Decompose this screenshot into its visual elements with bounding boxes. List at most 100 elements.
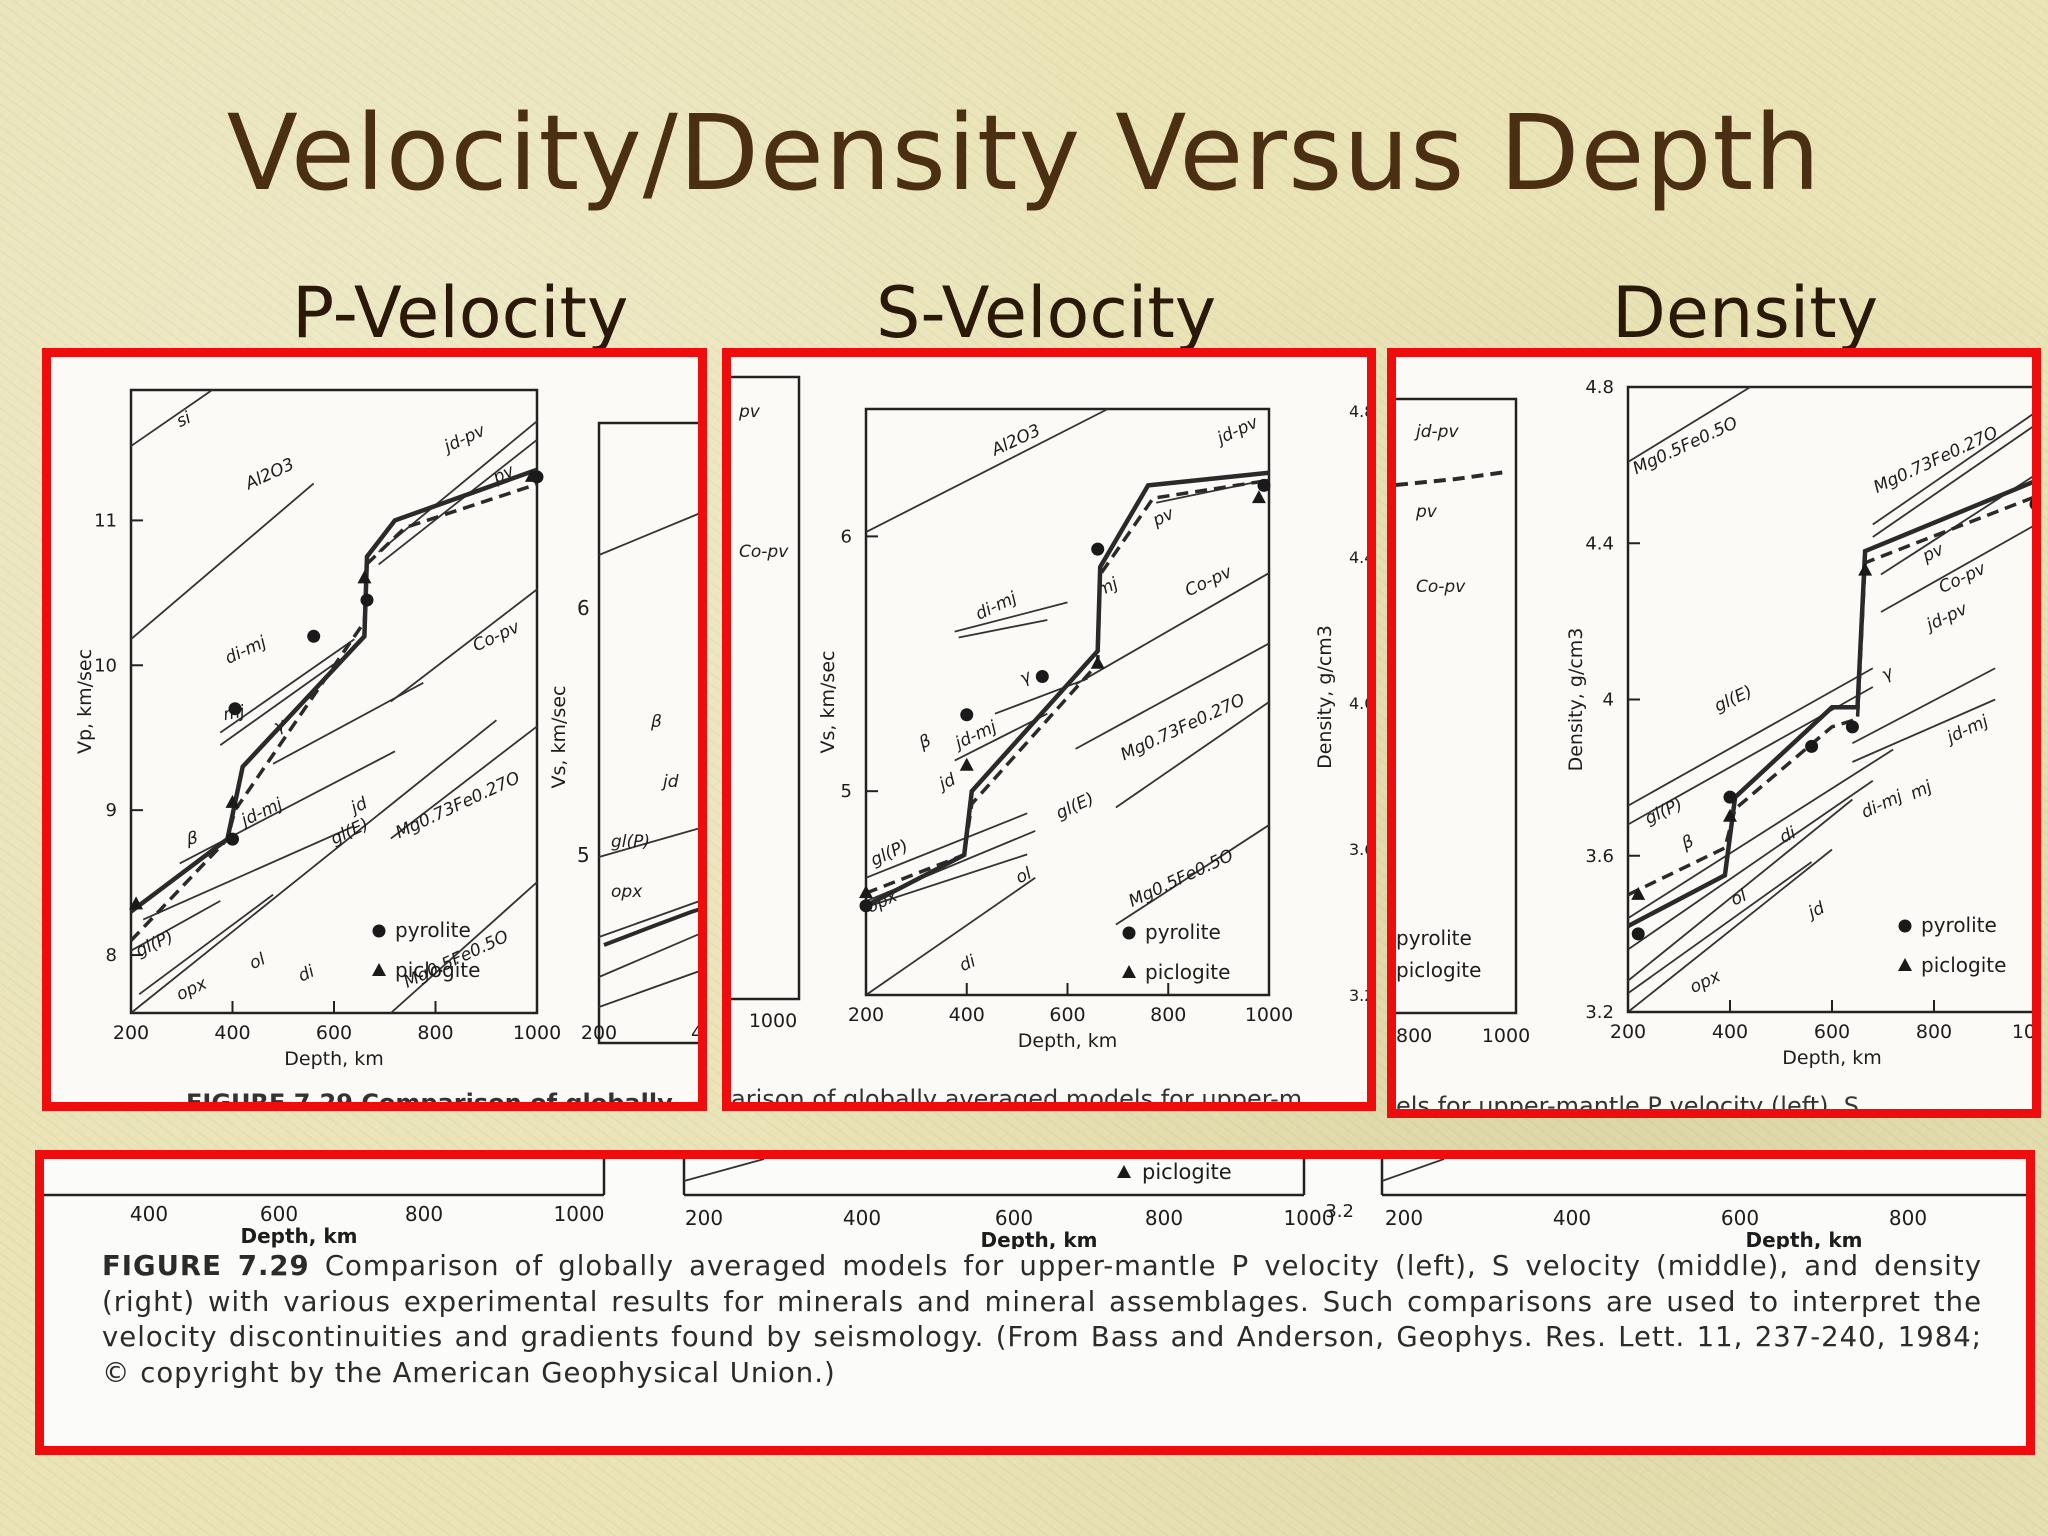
- mineral-reference-line: [1627, 748, 1894, 920]
- sliver-reference-line: [598, 900, 698, 938]
- data-point-pyrolite: [1723, 790, 1737, 804]
- mineral-label: ol: [1728, 886, 1750, 911]
- mineral-reference-line: [130, 389, 213, 447]
- legend-marker-piclogite: [372, 963, 386, 976]
- sliver-series-line: [603, 907, 698, 947]
- mineral-label: si: [173, 408, 194, 432]
- sliver-plot-frame: [731, 375, 801, 1001]
- strip-x-axis-label: Depth, km: [981, 1228, 1098, 1249]
- sliver-mineral-label: jd-pv: [1414, 422, 1459, 442]
- mineral-label: pv: [1149, 503, 1178, 531]
- data-point-pyrolite: [226, 832, 239, 846]
- cut-caption-middle: arison of globally averaged models for u…: [731, 1085, 1303, 1111]
- mineral-label: γ: [1017, 666, 1035, 689]
- strip-x-axis-label: Depth, km: [1746, 1228, 1863, 1249]
- caption-strip-axes: 400 600 800 1000 200 400 600 800 1000 200 400 600 80…: [44, 1159, 2026, 1249]
- sliver-y-tick-label: 3.6: [1349, 840, 1374, 859]
- cut-caption-left: FIGURE 7.29 Comparison of globally: [186, 1089, 673, 1111]
- strip-reference-line: [1381, 1159, 1445, 1182]
- x-tick-label: 800: [1150, 1004, 1186, 1026]
- y-axis-label: Vs, km/sec: [817, 651, 839, 754]
- mineral-reference-line: [179, 750, 396, 865]
- sliver-mineral-label: opx: [611, 882, 643, 902]
- mineral-reference-line: [390, 725, 538, 840]
- sliver-x-tick-label: 1000: [1482, 1025, 1530, 1047]
- y-tick-label: 10: [94, 655, 117, 676]
- mineral-label: jd-pv: [1922, 599, 1972, 636]
- sliver-mineral-label: gl(P): [611, 832, 650, 852]
- data-point-pyrolite: [360, 593, 374, 607]
- mineral-reference-line: [1627, 861, 1813, 994]
- mineral-label: Al2O3: [988, 421, 1044, 461]
- mineral-label: di-mj: [973, 588, 1021, 624]
- mineral-label: jd: [346, 793, 371, 819]
- caption-body: Comparison of globally averaged models f…: [102, 1250, 1982, 1389]
- data-point-pyrolite: [1091, 542, 1105, 556]
- mineral-label: pv: [1919, 539, 1948, 567]
- sliver-series-line: [1396, 470, 1507, 487]
- x-tick-label: 1000: [513, 1022, 561, 1044]
- sliver-y-axis-label: Density, g/cm3: [1314, 625, 1336, 769]
- mineral-reference-line: [130, 719, 497, 1014]
- strip-x-tick-label: 800: [1889, 1206, 1927, 1230]
- x-tick-label: 1000: [2012, 1021, 2041, 1043]
- sliver-y-tick-label: 4.0: [1349, 694, 1374, 713]
- y-tick-label: 11: [94, 510, 117, 531]
- mineral-reference-line: [1880, 525, 2032, 613]
- data-point-piclogite: [1723, 808, 1737, 822]
- sliver-mineral-label: Co-pv: [1416, 577, 1466, 597]
- x-tick-label: 600: [1049, 1004, 1085, 1026]
- mineral-label: di-mj: [222, 632, 270, 668]
- y-tick-label: 4.4: [1585, 533, 1614, 554]
- strip-x-tick-label: 600: [1721, 1206, 1759, 1230]
- panel-label-p-velocity: P-Velocity: [292, 272, 629, 354]
- cut-caption-right: els for upper-mantle P velocity (left), …: [1396, 1092, 1860, 1118]
- mineral-label: Mg0.5Fe0.5O: [1126, 846, 1237, 912]
- y-tick-label: 4: [1603, 690, 1614, 711]
- strip-x-tick-label: 600: [260, 1202, 298, 1226]
- mineral-reference-line: [865, 812, 1028, 879]
- mineral-label: gl(E): [1711, 682, 1755, 717]
- mineral-reference-line: [390, 881, 538, 1014]
- strip-x-tick-label: 400: [130, 1202, 168, 1226]
- x-tick-label: 600: [316, 1022, 352, 1044]
- mineral-label: opx: [1687, 966, 1725, 998]
- mineral-reference-line: [219, 663, 335, 746]
- strip-x-tick-label: 800: [1145, 1206, 1183, 1230]
- mineral-reference-line: [1627, 780, 1874, 951]
- mineral-label: di: [295, 962, 318, 987]
- legend-label-pyrolite: pyrolite: [395, 918, 471, 942]
- data-point-piclogite: [1631, 886, 1646, 900]
- series-line-piclogite: [129, 482, 538, 942]
- mineral-reference-line: [219, 638, 355, 734]
- data-point-pyrolite: [1845, 720, 1859, 734]
- sliver-y-tick-label: 4.8: [1349, 402, 1374, 421]
- x-tick-label: 1000: [1245, 1004, 1293, 1026]
- series-line-pyrolite: [864, 470, 1270, 908]
- sliver-reference-line: [598, 933, 698, 978]
- mineral-label: Mg0.73Fe0.27O: [1871, 423, 2002, 498]
- sliver-y-tick-label: 5: [577, 843, 590, 867]
- frame-p-velocity: siAl2O3di-mjmjγβjd-mjjdgl(P)gl(E)olopxdi…: [42, 348, 707, 1111]
- mineral-reference-line: [1627, 798, 1853, 982]
- mineral-label: Co-pv: [1936, 558, 1990, 597]
- mineral-label: β: [1678, 831, 1697, 854]
- series-line-pyrolite: [1626, 480, 2032, 929]
- mineral-reference-line: [390, 588, 538, 703]
- legend-label-pyrolite: pyrolite: [1921, 913, 1997, 937]
- y-tick-label: 3.2: [1585, 1002, 1614, 1023]
- y-tick-label: 9: [106, 800, 117, 821]
- mineral-label: jd-pv: [1212, 412, 1262, 449]
- panel-label-density: Density: [1612, 272, 1879, 354]
- mineral-label: jd: [934, 770, 959, 796]
- legend-marker-piclogite: [1898, 958, 1912, 971]
- mineral-label: gl(P): [868, 836, 912, 871]
- legend-label-piclogite: piclogite: [395, 958, 480, 982]
- frame-s-velocity: Al2O3 jd-pv pv Co-pv di-mj mj γ β jd-mj jd gl(P) gl…: [722, 348, 1376, 1111]
- strip-x-tick-label: 400: [843, 1206, 881, 1230]
- mineral-label: jd: [1803, 898, 1828, 924]
- y-axis-label: Density, g/cm3: [1565, 628, 1587, 772]
- mineral-reference-line: [865, 853, 1028, 908]
- mineral-reference-line: [378, 420, 538, 553]
- mineral-label: opx: [173, 973, 211, 1005]
